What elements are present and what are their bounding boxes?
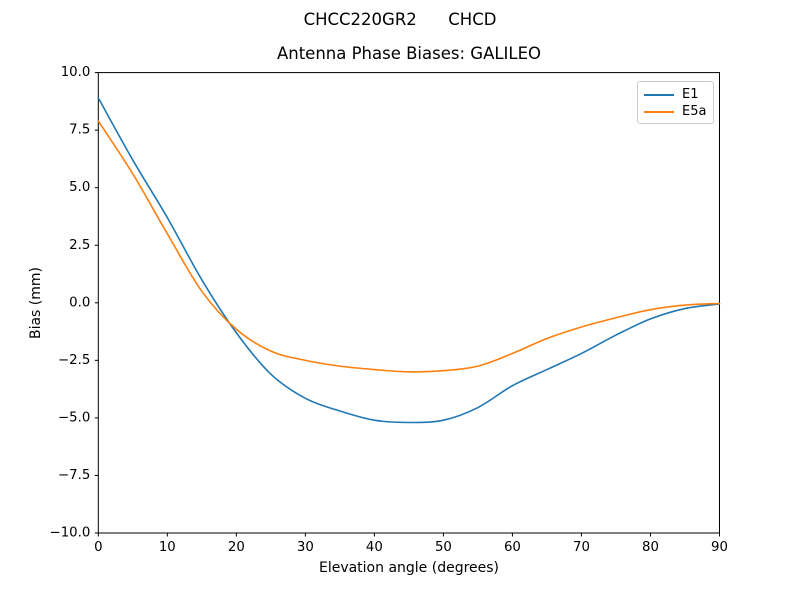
- legend-label-e1: E1: [682, 87, 699, 102]
- axes-frame: [97, 72, 721, 534]
- x-tick-label: 80: [642, 540, 659, 555]
- x-tick-label: 20: [228, 540, 245, 555]
- legend-item-e1: E1: [644, 86, 713, 103]
- legend: E1 E5a: [637, 81, 714, 124]
- x-tick-label: 30: [297, 540, 314, 555]
- series-line-e5a: [97, 120, 721, 373]
- legend-item-e5a: E5a: [644, 103, 713, 120]
- y-axis-label: Bias (mm): [28, 266, 44, 340]
- x-tick-label: 60: [504, 540, 521, 555]
- x-tick-label: 90: [711, 540, 728, 555]
- y-tick-label: −5.0: [58, 410, 90, 425]
- y-tick-label: 10.0: [61, 65, 91, 80]
- series-line-e1: [97, 97, 721, 424]
- x-tick-label: 70: [573, 540, 590, 555]
- y-tick-label: 5.0: [69, 180, 90, 195]
- y-tick-label: 7.5: [69, 123, 90, 138]
- legend-label-e5a: E5a: [682, 104, 707, 119]
- legend-line-sample-e1: [644, 93, 674, 96]
- x-tick-label: 0: [94, 540, 102, 555]
- y-tick-label: 2.5: [69, 238, 90, 253]
- x-tick-label: 50: [435, 540, 452, 555]
- legend-line-sample-e5a: [644, 110, 674, 113]
- x-tick-label: 40: [366, 540, 383, 555]
- y-tick-label: −10.0: [50, 526, 91, 541]
- x-axis-label: Elevation angle (degrees): [318, 560, 500, 576]
- y-tick-label: −7.5: [58, 468, 90, 483]
- figure-suptitle: CHCC220GR2 CHCD: [303, 10, 497, 29]
- x-tick-label: 10: [159, 540, 176, 555]
- chart-title: Antenna Phase Biases: GALILEO: [276, 44, 542, 63]
- y-tick-label: 0.0: [69, 295, 90, 310]
- y-tick-label: −2.5: [58, 353, 90, 368]
